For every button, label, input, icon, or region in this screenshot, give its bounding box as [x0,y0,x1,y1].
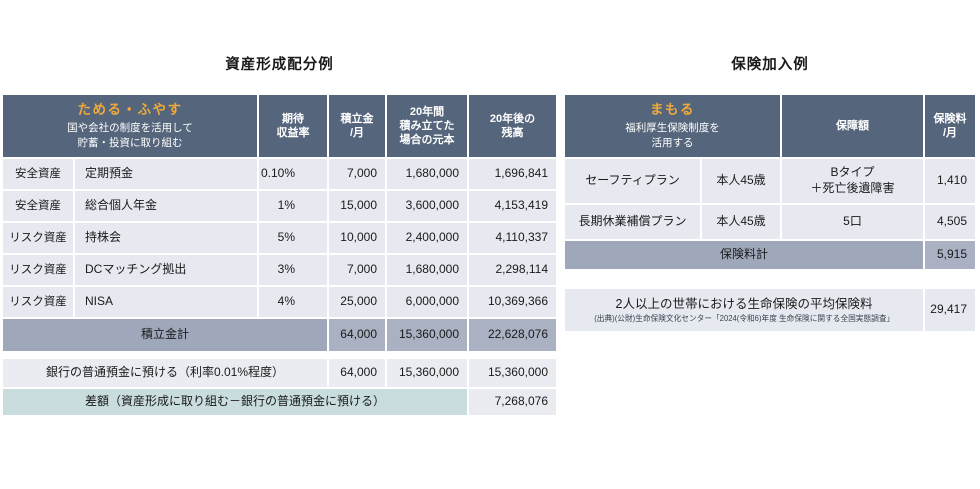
asset-cell-rate: 4% [259,287,327,317]
asset-cell-product: NISA [75,287,257,317]
bank-row: 銀行の普通預金に預ける（利率0.01%程度） 64,000 15,360,000… [3,359,556,387]
asset-cell-monthly: 7,000 [329,159,385,189]
insurance-total-premium: 5,915 [925,241,975,269]
asset-cell-category: リスク資産 [3,255,73,285]
average-premium-row: 2人以上の世帯における生命保険の平均保険料 (出典)(公財)生命保険文化センター… [565,289,975,331]
asset-cell-product: 持株会 [75,223,257,253]
bank-row-monthly: 64,000 [329,359,385,387]
insurance-total-label: 保険料計 [565,241,923,269]
asset-cell-category: 安全資産 [3,191,73,221]
average-premium-title: 2人以上の世帯における生命保険の平均保険料 [615,296,873,311]
insurance-cell-plan: 長期休業補償プラン [565,205,700,239]
asset-total-principal: 15,360,000 [387,319,467,351]
asset-total-label: 積立金計 [3,319,327,351]
bank-row-label: 銀行の普通預金に預ける（利率0.01%程度） [3,359,327,387]
difference-row-label: 差額（資産形成に取り組む－銀行の普通預金に預ける） [3,389,467,415]
asset-cell-category: リスク資産 [3,223,73,253]
asset-cell-principal: 1,680,000 [387,255,467,285]
asset-cell-principal: 2,400,000 [387,223,467,253]
asset-cell-rate: 3% [259,255,327,285]
asset-total-monthly: 64,000 [329,319,385,351]
asset-cell-product: 総合個人年金 [75,191,257,221]
asset-col-header-balance: 20年後の 残高 [469,95,556,157]
asset-col-header-principal: 20年間 積み立てた 場合の元本 [387,95,467,157]
insurance-col-header-premium: 保険料 /月 [925,95,975,157]
asset-table: ためる・ふやす 国や会社の制度を活用して 貯蓄・投資に取り組む 期待 収益率 積… [3,95,556,351]
asset-cell-monthly: 15,000 [329,191,385,221]
asset-cell-principal: 6,000,000 [387,287,467,317]
average-premium-source: (出典)(公財)生命保険文化センター「2024(令和6)年度 生命保険に関する全… [594,313,894,323]
asset-cell-balance: 4,110,337 [469,223,556,253]
asset-cell-category: リスク資産 [3,287,73,317]
insurance-cell-premium: 4,505 [925,205,975,239]
insurance-header-main-label: まもる [650,101,695,117]
asset-cell-monthly: 7,000 [329,255,385,285]
asset-header-main: ためる・ふやす 国や会社の制度を活用して 貯蓄・投資に取り組む [3,95,257,157]
average-premium-label: 2人以上の世帯における生命保険の平均保険料 (出典)(公財)生命保険文化センター… [565,289,923,331]
bank-row-principal: 15,360,000 [387,359,467,387]
asset-cell-monthly: 10,000 [329,223,385,253]
asset-cell-rate: 0.10% [259,159,327,189]
asset-cell-balance: 4,153,419 [469,191,556,221]
insurance-header-main: まもる 福利厚生保険制度を 活用する [565,95,780,157]
asset-cell-category: 安全資産 [3,159,73,189]
asset-header-main-label: ためる・ふやす [77,101,183,117]
asset-cell-product: DCマッチング拠出 [75,255,257,285]
asset-cell-monthly: 25,000 [329,287,385,317]
insurance-cell-plan: セーフティプラン [565,159,700,203]
asset-col-header-monthly: 積立金 /月 [329,95,385,157]
insurance-cell-coverage: Bタイプ ＋死亡後遺障害 [782,159,923,203]
insurance-col-header-coverage: 保障額 [782,95,923,157]
insurance-table-title: 保険加入例 [731,57,809,73]
asset-header-sub-label: 国や会社の制度を活用して 貯蓄・投資に取り組む [67,122,193,150]
insurance-table: まもる 福利厚生保険制度を 活用する 保障額 保険料 /月 セーフティプラン 本… [565,95,975,269]
insurance-cell-premium: 1,410 [925,159,975,203]
difference-row: 差額（資産形成に取り組む－銀行の普通預金に預ける） 7,268,076 [3,389,556,415]
insurance-cell-person: 本人45歳 [702,159,780,203]
insurance-header-sub-label: 福利厚生保険制度を 活用する [625,122,720,150]
bank-row-balance: 15,360,000 [469,359,556,387]
asset-table-title: 資産形成配分例 [225,57,334,73]
asset-cell-product: 定期預金 [75,159,257,189]
asset-cell-principal: 3,600,000 [387,191,467,221]
average-premium-value: 29,417 [925,289,975,331]
asset-cell-principal: 1,680,000 [387,159,467,189]
asset-col-header-rate: 期待 収益率 [259,95,327,157]
insurance-cell-coverage: 5口 [782,205,923,239]
asset-cell-balance: 2,298,114 [469,255,556,285]
asset-cell-rate: 5% [259,223,327,253]
difference-row-value: 7,268,076 [469,389,556,415]
asset-cell-rate: 1% [259,191,327,221]
asset-cell-balance: 1,696,841 [469,159,556,189]
asset-cell-balance: 10,369,366 [469,287,556,317]
asset-total-balance: 22,628,076 [469,319,556,351]
insurance-cell-person: 本人45歳 [702,205,780,239]
